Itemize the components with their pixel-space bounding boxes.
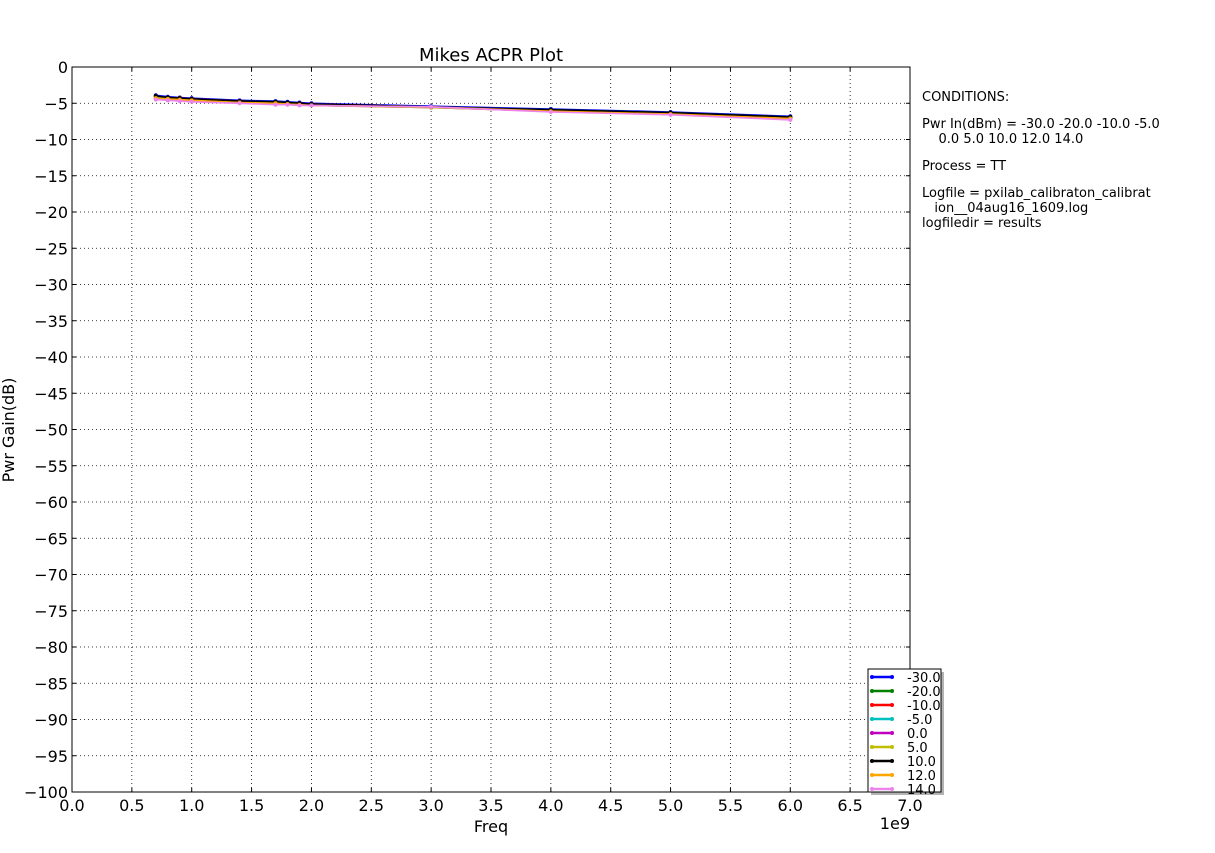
logfile-line-1: Logfile = pxilab_calibraton_calibrat: [922, 186, 1151, 201]
y-tick-label: 0: [58, 58, 68, 77]
legend-label: -10.0: [907, 699, 941, 714]
legend-marker: [890, 731, 894, 735]
legend-label: 14.0: [907, 783, 936, 798]
pwr-in-line-1: Pwr In(dBm) = -30.0 -20.0 -10.0 -5.0: [922, 117, 1160, 132]
y-tick-label: −55: [34, 457, 68, 476]
legend-marker: [870, 773, 874, 777]
y-tick-label: −40: [34, 348, 68, 367]
x-tick-labels: 0.0 0.5 1.0 1.5 2.0 2.5 3.0 3.5 4.0 4.5 5.0 5.5 6.0 6…: [59, 796, 922, 815]
y-tick-labels: 0 −5 −10 −15 −20 −25 −30 −35 −40 −45 −50 −55 −60 −65 −…: [24, 58, 68, 802]
data-point: [548, 109, 553, 114]
x-tick-label: 5.5: [718, 796, 743, 815]
logfiledir-line: logfiledir = results: [922, 216, 1042, 231]
legend-marker: [890, 759, 894, 763]
y-tick-label: −15: [34, 167, 68, 186]
legend-marker: [890, 773, 894, 777]
y-tick-label: −35: [34, 312, 68, 331]
x-tick-label: 6.0: [778, 796, 803, 815]
legend-marker: [870, 703, 874, 707]
legend-label: 5.0: [907, 741, 928, 756]
series-layer: [153, 93, 793, 122]
data-point: [165, 98, 170, 103]
x-tick-label: 5.0: [658, 796, 683, 815]
y-tick-label: −20: [34, 203, 68, 222]
legend-marker: [870, 787, 874, 791]
legend-label: 12.0: [907, 769, 936, 784]
data-point: [189, 99, 194, 104]
y-tick-label: −90: [34, 711, 68, 730]
y-tick-label: −80: [34, 638, 68, 657]
data-point: [273, 102, 278, 107]
legend-label: -5.0: [907, 713, 932, 728]
y-tick-label: −95: [34, 747, 68, 766]
x-tick-label: 1.0: [179, 796, 204, 815]
pwr-in-line-2: 0.0 5.0 10.0 12.0 14.0: [922, 132, 1084, 147]
x-tick-label: 3.5: [478, 796, 503, 815]
process-line: Process = TT: [922, 159, 1007, 174]
x-axis-label: Freq: [474, 817, 508, 836]
legend-label: 10.0: [907, 755, 936, 770]
x-tick-label: 1.5: [239, 796, 264, 815]
data-point: [668, 112, 673, 117]
y-tick-label: −85: [34, 674, 68, 693]
x-tick-label: 0.5: [119, 796, 144, 815]
x-offset-label: 1e9: [880, 814, 910, 833]
legend-marker: [890, 689, 894, 693]
legend-marker: [890, 703, 894, 707]
data-point: [285, 102, 290, 107]
x-tick-label: 4.0: [538, 796, 563, 815]
y-tick-label: −100: [24, 783, 68, 802]
legend-marker: [870, 745, 874, 749]
x-tick-label: 4.5: [598, 796, 623, 815]
legend-marker: [890, 717, 894, 721]
y-tick-label: −75: [34, 602, 68, 621]
legend-label: 0.0: [907, 727, 928, 742]
y-tick-label: −25: [34, 239, 68, 258]
legend-marker: [870, 731, 874, 735]
y-tick-label: −10: [34, 131, 68, 150]
data-point: [153, 97, 158, 102]
legend-marker: [870, 675, 874, 679]
conditions-panel: CONDITIONS: Pwr In(dBm) = -30.0 -20.0 -1…: [922, 90, 1212, 231]
chart-title: Mikes ACPR Plot: [419, 45, 563, 66]
legend-marker: [870, 717, 874, 721]
data-point: [177, 99, 182, 104]
y-tick-label: −60: [34, 493, 68, 512]
y-tick-label: −45: [34, 384, 68, 403]
x-tick-label: 3.0: [418, 796, 443, 815]
legend-box: [867, 668, 942, 793]
y-tick-label: −70: [34, 566, 68, 585]
legend-label: -20.0: [907, 685, 941, 700]
data-point: [237, 101, 242, 106]
legend-marker: [890, 675, 894, 679]
x-tick-label: 6.5: [837, 796, 862, 815]
legend-marker: [870, 689, 874, 693]
grid: [72, 67, 910, 792]
x-tick-label: 2.0: [299, 796, 324, 815]
y-tick-label: −65: [34, 529, 68, 548]
y-axis-label: Pwr Gain(dB): [0, 378, 18, 483]
legend-marker: [870, 759, 874, 763]
y-tick-label: −50: [34, 421, 68, 440]
legend: -30.0-20.0-10.0-5.00.05.010.012.014.0: [867, 668, 944, 798]
legend-marker: [890, 787, 894, 791]
x-tick-label: 2.5: [359, 796, 384, 815]
x-tick-label: 7.0: [897, 796, 922, 815]
data-point: [297, 103, 302, 108]
x-tick-label: 0.0: [59, 796, 84, 815]
y-tick-label: −5: [44, 94, 68, 113]
y-tick-label: −30: [34, 276, 68, 295]
series-14.0: [153, 97, 793, 122]
legend-marker: [890, 745, 894, 749]
conditions-heading: CONDITIONS:: [922, 90, 1010, 105]
data-point: [788, 117, 793, 122]
data-point: [429, 104, 434, 109]
logfile-line-2: ion__04aug16_1609.log: [922, 201, 1089, 216]
data-point: [309, 103, 314, 108]
legend-label: -30.0: [907, 671, 941, 686]
